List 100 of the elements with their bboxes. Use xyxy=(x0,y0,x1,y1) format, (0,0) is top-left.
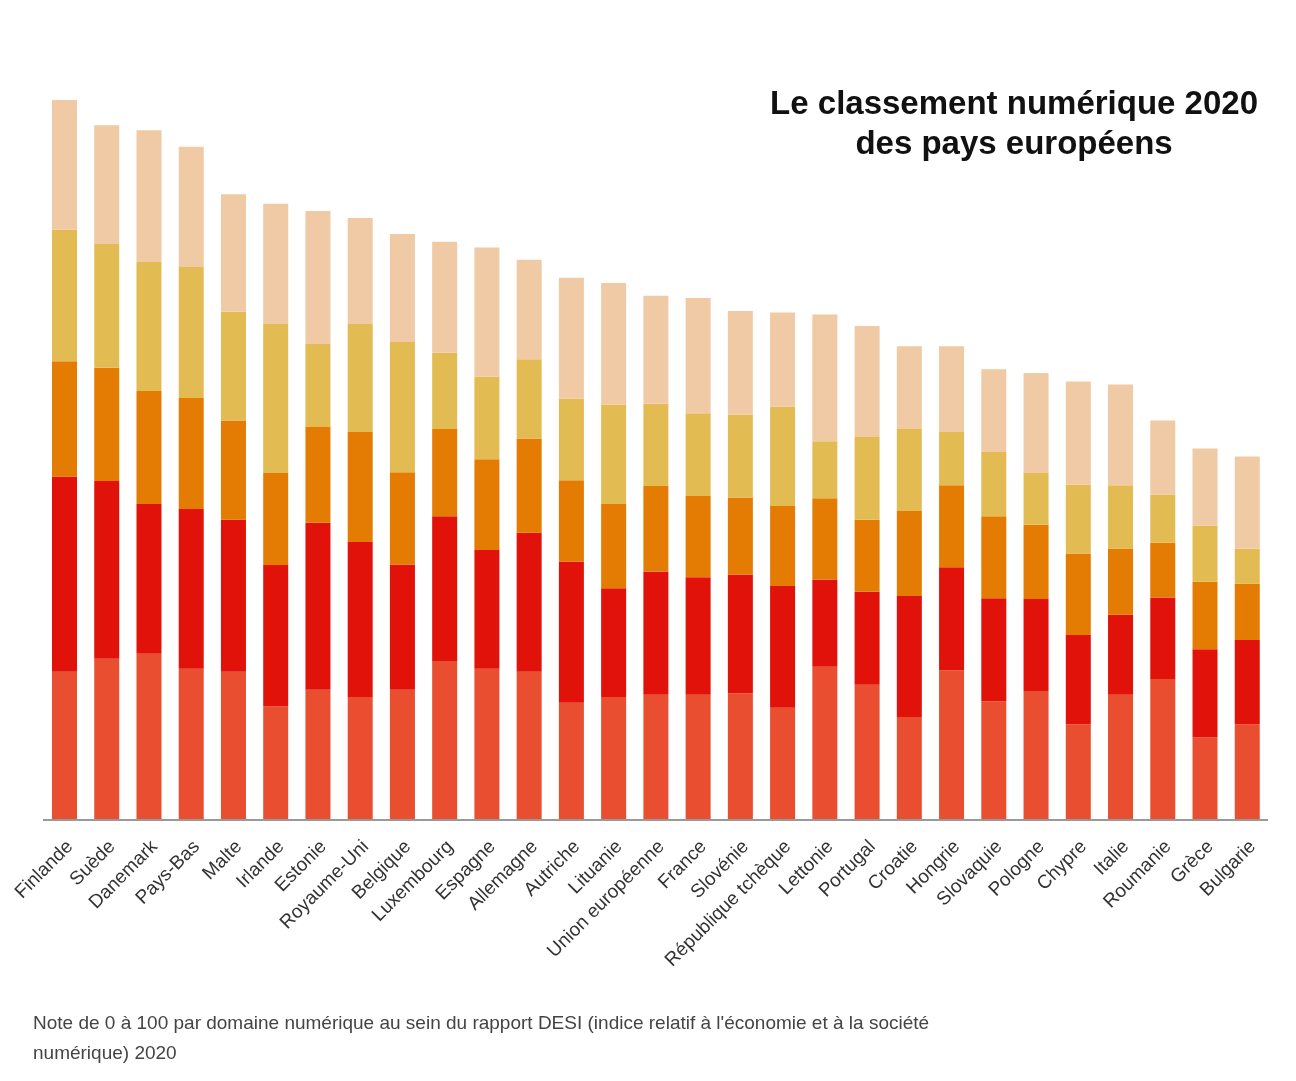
bar xyxy=(94,367,120,481)
bar xyxy=(136,130,162,262)
bar xyxy=(136,262,162,391)
bar xyxy=(770,586,796,708)
bar xyxy=(474,668,500,820)
bar xyxy=(685,694,711,820)
bar xyxy=(601,588,627,697)
bar xyxy=(516,532,542,672)
bar xyxy=(94,658,120,820)
bar xyxy=(1150,678,1176,820)
bar xyxy=(347,696,373,820)
bar xyxy=(1192,448,1218,526)
bar xyxy=(643,694,669,820)
bar xyxy=(812,579,838,667)
bar xyxy=(1234,640,1260,725)
bar xyxy=(1150,542,1176,598)
bar xyxy=(601,404,627,504)
bar xyxy=(220,311,246,421)
bar xyxy=(305,344,331,427)
bar xyxy=(1023,524,1049,599)
bar xyxy=(1108,485,1134,549)
bar xyxy=(220,420,246,520)
bar xyxy=(305,210,331,345)
bar xyxy=(389,564,415,690)
bar xyxy=(220,671,246,820)
bar xyxy=(432,516,458,661)
bar xyxy=(770,506,796,586)
bar xyxy=(347,431,373,543)
bar xyxy=(263,706,289,820)
bar xyxy=(305,689,331,820)
bar xyxy=(939,670,965,820)
bar xyxy=(178,146,204,268)
bar xyxy=(263,323,289,473)
bar xyxy=(1108,548,1134,615)
bar xyxy=(1065,724,1091,820)
bar xyxy=(474,459,500,550)
bar xyxy=(643,295,669,404)
bar xyxy=(1023,598,1049,692)
bar xyxy=(727,497,753,575)
bar xyxy=(1108,384,1134,486)
bar xyxy=(178,668,204,820)
bar xyxy=(305,426,331,523)
bar xyxy=(1234,456,1260,549)
bar xyxy=(1234,583,1260,640)
bar xyxy=(1150,494,1176,543)
bar xyxy=(474,247,500,377)
bar xyxy=(854,519,880,592)
bar xyxy=(389,341,415,473)
bar xyxy=(516,438,542,533)
bar xyxy=(981,516,1007,599)
bar xyxy=(727,414,753,498)
bar xyxy=(854,591,880,685)
bar xyxy=(432,429,458,517)
bar xyxy=(1108,694,1134,820)
bar xyxy=(727,310,753,415)
bar xyxy=(939,346,965,432)
bar xyxy=(432,241,458,353)
bar xyxy=(558,480,584,562)
bar xyxy=(1023,472,1049,525)
bar xyxy=(1108,614,1134,695)
bar xyxy=(263,565,289,707)
bar xyxy=(812,498,838,580)
bar xyxy=(178,508,204,669)
bar xyxy=(896,717,922,820)
bar xyxy=(389,472,415,565)
bar xyxy=(136,653,162,820)
bar xyxy=(896,511,922,597)
bar xyxy=(94,125,120,244)
bar xyxy=(643,485,669,572)
bar xyxy=(1150,420,1176,495)
bar xyxy=(389,689,415,820)
bar xyxy=(347,218,373,324)
bar xyxy=(770,312,796,407)
bar xyxy=(94,480,120,659)
bar xyxy=(52,476,77,672)
bar xyxy=(432,660,458,820)
bar xyxy=(1023,372,1049,473)
bar xyxy=(770,707,796,820)
bar xyxy=(601,696,627,820)
bar xyxy=(896,429,922,512)
bar xyxy=(685,577,711,695)
bar xyxy=(939,485,965,568)
bar xyxy=(474,550,500,669)
bar xyxy=(981,701,1007,820)
bar xyxy=(220,194,246,312)
bar xyxy=(981,369,1007,453)
bar xyxy=(474,376,500,460)
bar xyxy=(136,503,162,654)
bar xyxy=(685,496,711,578)
bar xyxy=(558,277,584,399)
bar xyxy=(1234,548,1260,584)
bar xyxy=(347,323,373,432)
bar xyxy=(1192,737,1218,820)
bar xyxy=(770,406,796,507)
bar xyxy=(178,267,204,399)
bar xyxy=(305,522,331,690)
bar xyxy=(981,452,1007,517)
bar xyxy=(263,203,289,324)
bar xyxy=(601,282,627,405)
text: Note de 0 à 100 par domaine numérique au sein du rapport DESI (indice relatif à l'économie et à la société numérique) 2020 xyxy=(33,1011,931,1065)
